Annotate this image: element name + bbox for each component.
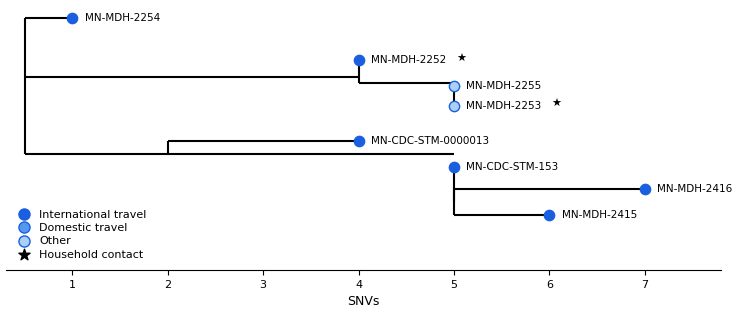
Text: ★: ★: [551, 99, 562, 109]
Point: [448, 103, 460, 108]
Text: MN-MDH-2416: MN-MDH-2416: [657, 185, 733, 194]
X-axis label: SNVs: SNVs: [347, 295, 380, 308]
Text: MN-MDH-2252: MN-MDH-2252: [371, 55, 446, 65]
Point: [352, 138, 364, 143]
Text: MN-MDH-2415: MN-MDH-2415: [562, 210, 637, 220]
Text: MN-CDC-STM-153: MN-CDC-STM-153: [466, 162, 559, 172]
Text: MN-MDH-2254: MN-MDH-2254: [85, 14, 160, 24]
Point: [352, 58, 364, 63]
Point: [448, 84, 460, 89]
Point: [448, 165, 460, 170]
Point: [639, 187, 651, 192]
Text: ★: ★: [456, 54, 466, 64]
Text: MN-MDH-2255: MN-MDH-2255: [466, 81, 542, 91]
Text: MN-MDH-2253: MN-MDH-2253: [466, 100, 542, 111]
Text: MN-CDC-STM-0000013: MN-CDC-STM-0000013: [371, 136, 489, 146]
Point: [544, 213, 556, 218]
Legend: International travel, Domestic travel, Other, Household contact: International travel, Domestic travel, O…: [11, 208, 148, 262]
Point: [66, 16, 78, 21]
